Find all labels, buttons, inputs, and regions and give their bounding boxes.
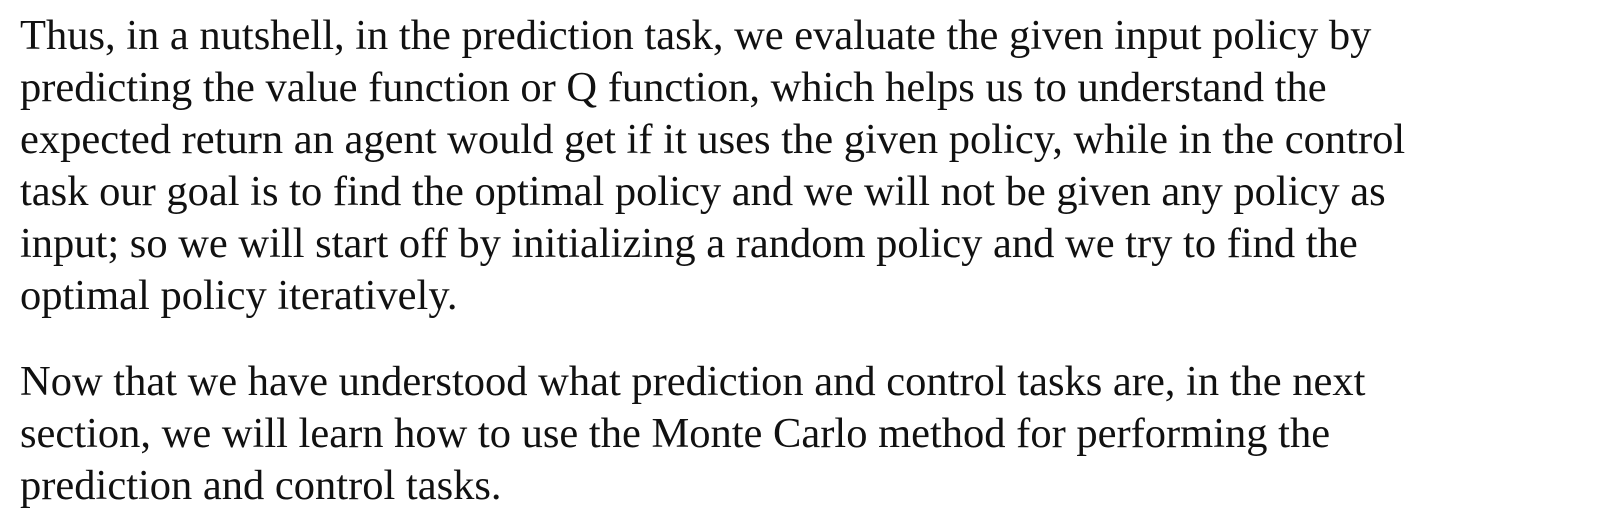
text-line: task our goal is to find the optimal pol… xyxy=(20,168,1386,215)
paragraph-next-section: Now that we have understood what predict… xyxy=(20,356,1592,512)
text-line: Thus, in a nutshell, in the prediction t… xyxy=(20,12,1372,59)
text-line: section, we will learn how to use the Mo… xyxy=(20,410,1331,457)
text-line: input; so we will start off by initializ… xyxy=(20,220,1358,267)
paragraph-prediction-vs-control: Thus, in a nutshell, in the prediction t… xyxy=(20,10,1592,322)
text-line: optimal policy iteratively. xyxy=(20,272,458,319)
text-line: prediction and control tasks. xyxy=(20,462,502,509)
text-line: predicting the value function or Q funct… xyxy=(20,64,1327,111)
text-line: Now that we have understood what predict… xyxy=(20,358,1366,405)
text-line: expected return an agent would get if it… xyxy=(20,116,1406,163)
